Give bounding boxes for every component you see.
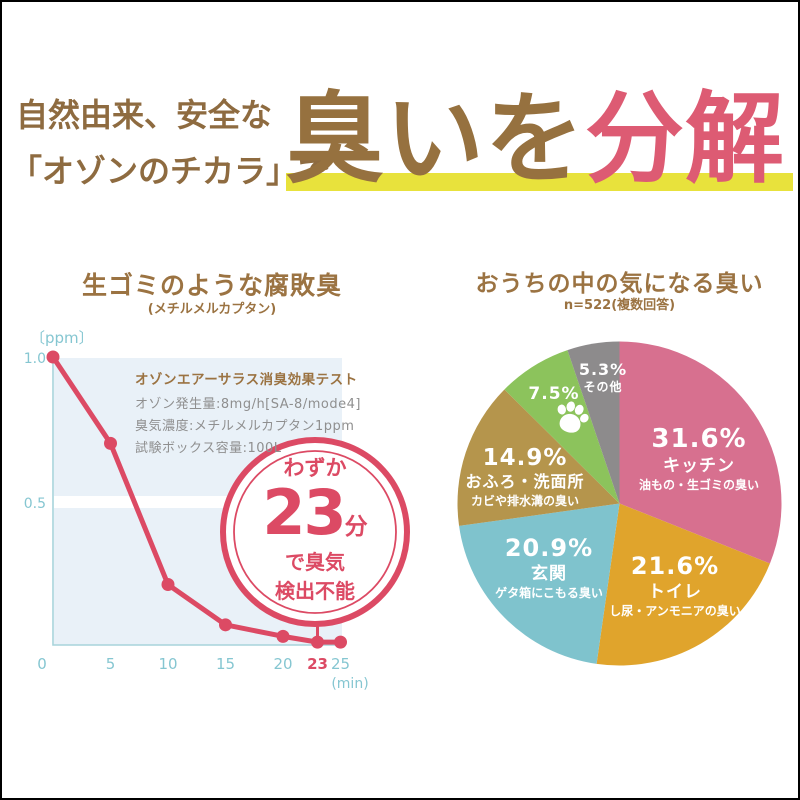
axes [52,351,343,646]
data-point-0min [46,350,60,364]
x-tick-5: 5 [106,655,116,673]
line-chart-subtitle: (メチルメルカプタン) [147,302,277,317]
header-big-pink: 分解 [585,82,785,197]
x-tick-15: 15 [216,655,235,673]
data-point-10min [161,578,175,592]
header-big-brown: 臭いを [285,82,585,197]
data-point-23min [311,635,324,649]
data-point-20min [276,629,290,643]
x-tick-23: 23 [307,655,328,673]
callout-number-row: 23分 [225,482,405,544]
line-chart-title: 生ゴミのような腐敗臭 [81,271,342,300]
y-tick-0-5: 0.5 [24,496,46,512]
pie-slice-玄関 [459,503,620,664]
test-info-box: オゾンエアーサラス消臭効果テスト オゾン発生量:8mg/h[SA-8/mode4… [135,368,375,460]
test-info-line3: 試験ボックス容量:100L [135,441,282,457]
pie-slice-おふろ・洗面所 [457,389,620,526]
callout-inner-ring [233,450,397,614]
x-tick-10: 10 [158,655,177,673]
pie-slice-キッチン [619,341,782,564]
y-tick-1-0: 1.0 [24,351,46,367]
header-big-title: 臭いを分解 [285,90,785,189]
data-point-25min [334,635,347,649]
x-tick-25: 25 [331,655,350,673]
line-chart: 〔ppm〕1.00.50 5 10 15 20 23 25(min) [24,329,410,692]
header-line1: 自然由来、安全な [16,96,273,134]
callout-line2: で臭気 [285,550,345,574]
callout-23min: わずか 23分 で臭気 検出不能 [225,452,405,604]
test-info-title: オゾンエアーサラス消臭効果テスト [135,372,358,388]
x-tick-20: 20 [273,655,292,673]
header-line2: 「オゾンのチカラ」で [10,152,331,190]
pie-chart [457,341,782,666]
pie-slice-その他 [567,341,620,504]
pie-chart-title: おうちの中の気になる臭い [475,271,764,297]
yellow-highlight-bar [286,173,793,191]
callout-line3: 検出不能 [275,579,355,603]
callout-unit: 分 [344,514,368,540]
paw-icon [557,401,589,433]
pie-chart-subtitle: n=522(複数回答) [563,298,676,313]
x-tick-0: 0 [37,655,47,673]
test-info-line2: 臭気濃度:メチルメルカプタン1ppm [135,419,355,435]
data-point-5min [104,436,117,450]
data-point-15min [219,618,232,632]
callout-wazuka: わずか [283,456,347,480]
test-info-line1: オゾン発生量:8mg/h[SA-8/mode4] [135,397,361,412]
y-axis-unit: 〔ppm〕 [30,329,94,347]
x-axis-unit: (min) [331,676,368,692]
pie-slice-トイレ [596,503,770,666]
callout-number: 23 [262,476,346,549]
